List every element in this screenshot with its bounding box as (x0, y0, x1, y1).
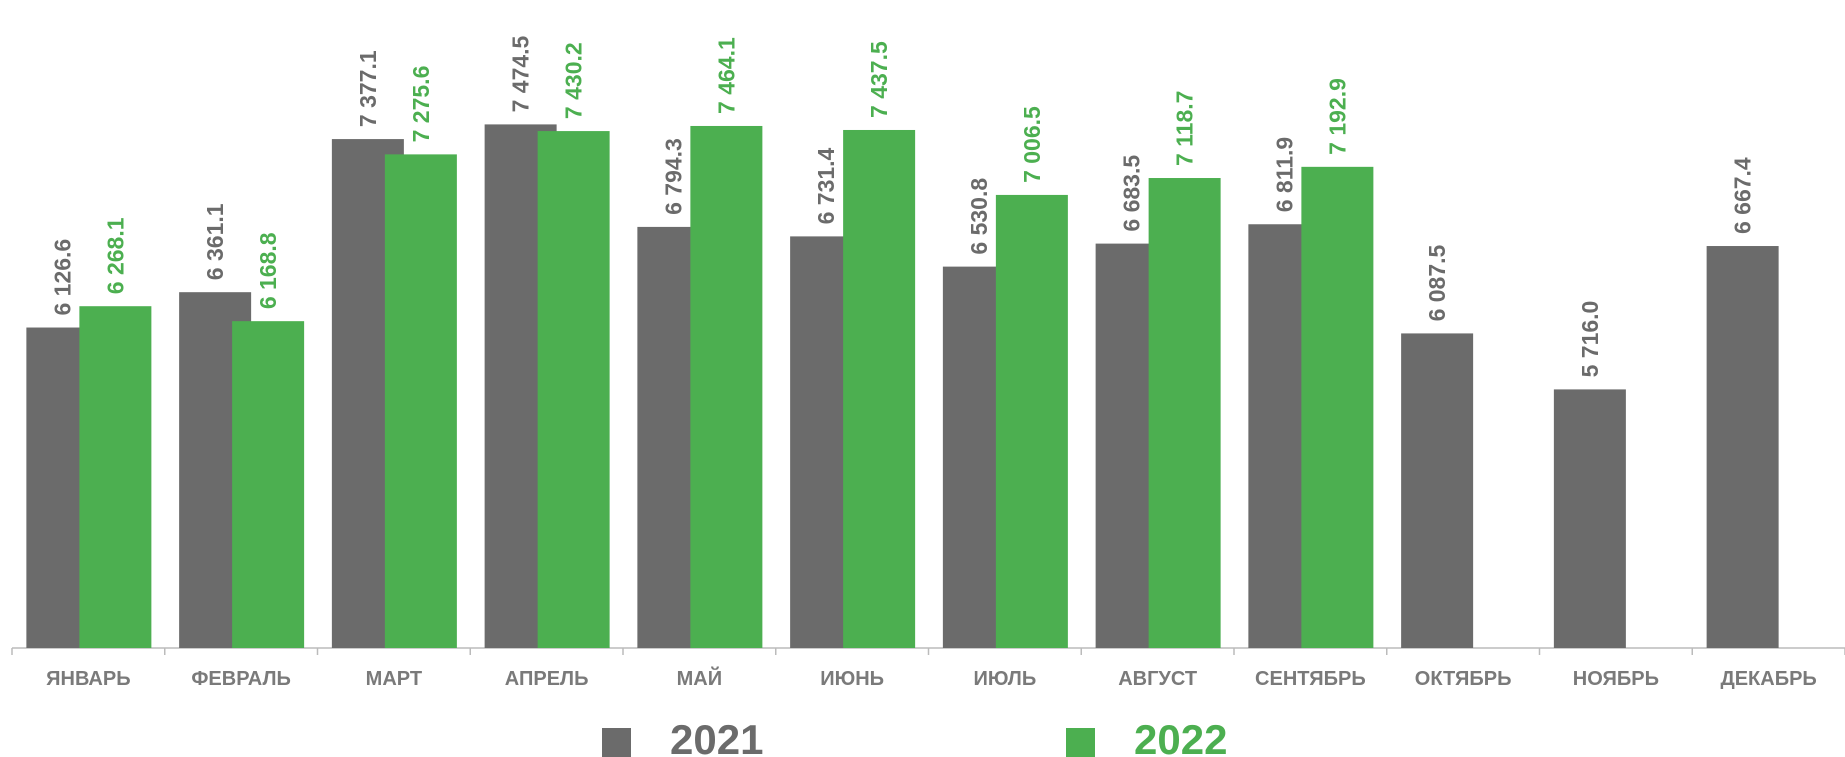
data-label: 7 006.5 (1019, 106, 1045, 183)
bar (1148, 178, 1221, 648)
bar (537, 131, 610, 648)
bar (843, 129, 916, 648)
data-label: 7 430.2 (561, 42, 587, 119)
x-tick-label: МАРТ (366, 668, 422, 690)
bar (690, 125, 763, 648)
x-tick-label: ДЕКАБРЬ (1720, 668, 1816, 690)
x-tick-label: МАЙ (677, 666, 722, 690)
bar (1301, 166, 1374, 648)
bar (79, 306, 152, 648)
legend-swatch (602, 728, 631, 757)
data-label: 7 437.5 (866, 41, 892, 118)
data-label: 6 811.9 (1271, 137, 1297, 212)
legend-swatch (1066, 728, 1095, 757)
x-tick-label: ИЮНЬ (820, 668, 884, 690)
x-tick-label: СЕНТЯБРЬ (1255, 668, 1366, 690)
data-label: 6 268.1 (102, 217, 128, 294)
data-label: 6 126.6 (49, 239, 75, 316)
data-label: 6 530.8 (966, 178, 992, 255)
x-tick-label: НОЯБРЬ (1573, 668, 1659, 690)
data-label: 6 361.1 (202, 203, 228, 280)
bar (1553, 389, 1626, 648)
x-tick-label: ИЮЛЬ (974, 668, 1037, 690)
data-label: 7 377.1 (355, 50, 381, 127)
bar (232, 321, 305, 648)
data-label: 5 716.0 (1577, 301, 1603, 378)
data-label: 6 683.5 (1119, 155, 1145, 232)
legend-label: 2021 (670, 716, 763, 757)
x-tick-label: АПРЕЛЬ (505, 668, 589, 690)
bar (384, 154, 457, 648)
bar (1706, 246, 1779, 648)
data-label: 7 464.1 (713, 37, 739, 114)
data-label: 7 275.6 (408, 66, 434, 143)
data-label: 7 118.7 (1172, 91, 1198, 166)
data-label: 6 731.4 (813, 147, 839, 224)
data-label: 6 087.5 (1424, 244, 1450, 321)
data-label: 7 474.5 (508, 35, 534, 112)
x-tick-label: АВГУСТ (1118, 668, 1197, 690)
data-label: 6 667.4 (1730, 157, 1756, 234)
data-label: 6 794.3 (660, 138, 686, 215)
x-tick-label: ЯНВАРЬ (46, 668, 130, 690)
data-label: 6 168.8 (255, 232, 281, 309)
data-label: 7 192.9 (1324, 78, 1350, 155)
bar (995, 194, 1068, 649)
x-tick-label: ОКТЯБРЬ (1415, 668, 1512, 690)
x-tick-label: ФЕВРАЛЬ (191, 668, 291, 690)
legend-label: 2022 (1134, 716, 1227, 757)
bar (1401, 333, 1474, 648)
